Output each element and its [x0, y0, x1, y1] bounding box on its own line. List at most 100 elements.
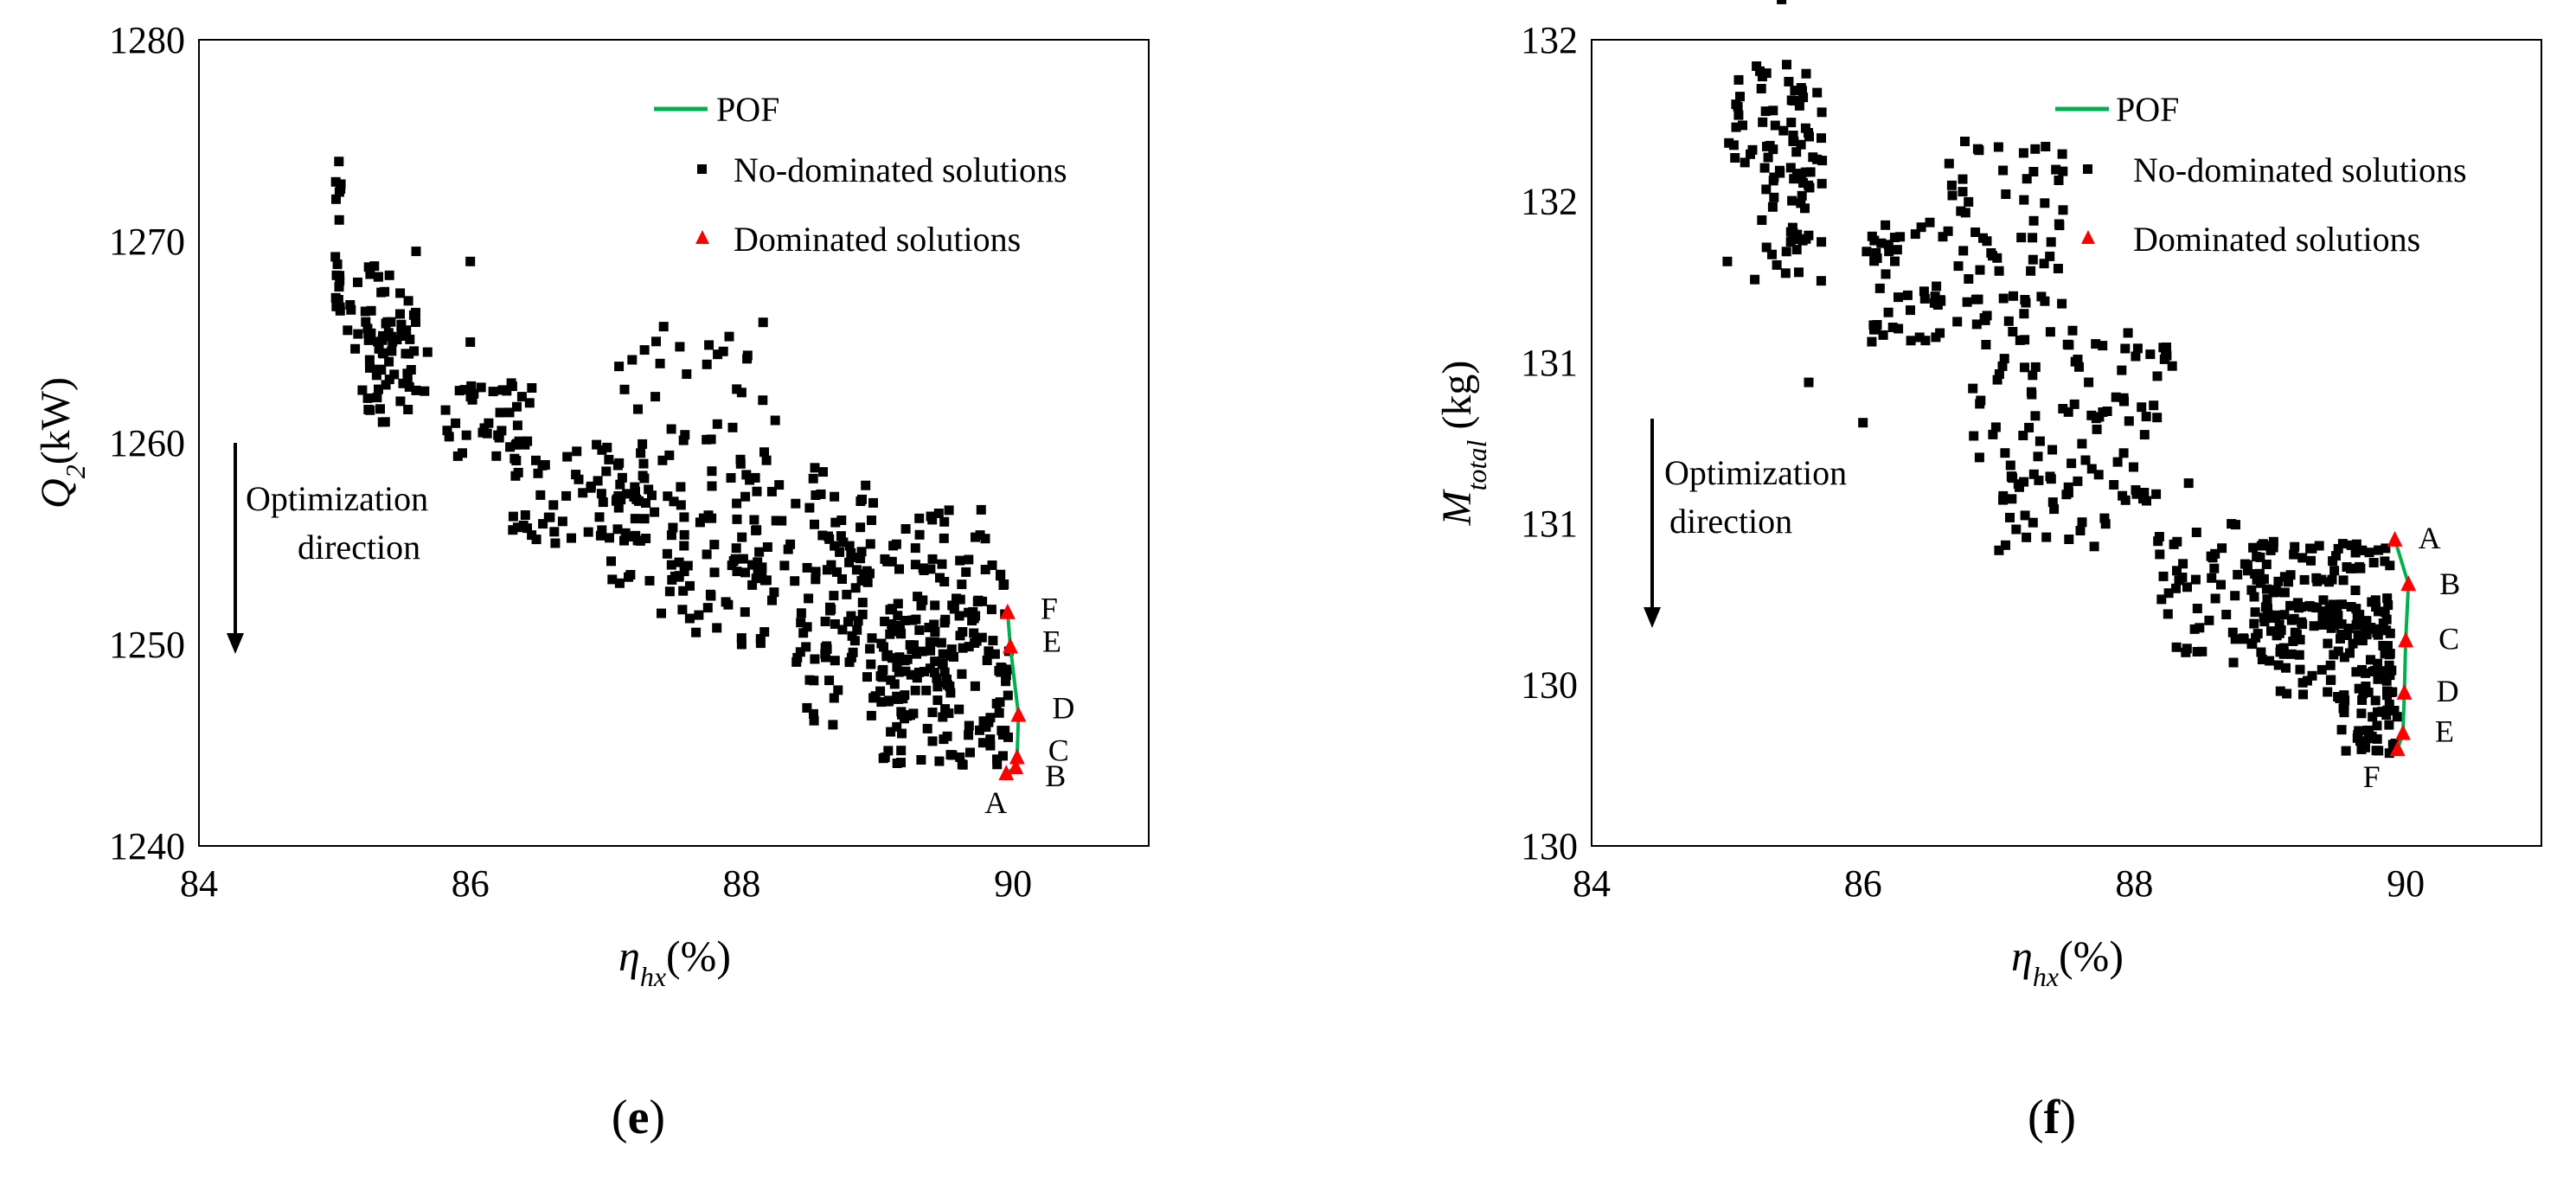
non-dominated-point — [2279, 610, 2290, 620]
non-dominated-point — [1894, 323, 1904, 334]
non-dominated-point — [817, 530, 828, 541]
non-dominated-point — [374, 343, 384, 354]
non-dominated-point — [1935, 328, 1945, 338]
non-dominated-point — [666, 424, 676, 434]
non-dominated-point — [907, 644, 917, 655]
non-dominated-point — [363, 329, 374, 338]
point-label-f: F — [1041, 592, 1058, 626]
non-dominated-point — [2086, 464, 2097, 474]
non-dominated-point — [2333, 646, 2343, 656]
non-dominated-point — [1786, 95, 1797, 106]
non-dominated-point — [2281, 663, 2291, 673]
non-dominated-point — [945, 682, 955, 691]
non-dominated-point — [613, 490, 624, 501]
non-dominated-point — [853, 616, 863, 626]
non-dominated-point — [1919, 286, 1929, 297]
non-dominated-point — [595, 530, 606, 541]
direction-arrow-head — [1644, 607, 1661, 628]
non-dominated-point — [2129, 462, 2138, 472]
non-dominated-point — [383, 328, 394, 338]
y-tick-label: 1250 — [109, 624, 185, 666]
non-dominated-point — [2158, 343, 2169, 353]
non-dominated-point — [336, 184, 346, 194]
non-dominated-point — [2089, 541, 2099, 552]
non-dominated-point — [992, 759, 1003, 770]
non-dominated-point — [2171, 642, 2182, 652]
non-dominated-point — [398, 378, 408, 388]
non-dominated-point — [334, 282, 344, 292]
non-dominated-point — [892, 721, 902, 732]
non-dominated-point — [2387, 665, 2397, 676]
non-dominated-point — [662, 548, 672, 559]
non-dominated-point — [828, 720, 838, 730]
non-dominated-point — [702, 603, 713, 613]
non-dominated-point — [1920, 336, 1931, 346]
dominated-point — [2389, 740, 2406, 757]
plot-area-frame — [1591, 39, 2542, 847]
non-dominated-point — [1790, 86, 1800, 96]
non-dominated-point — [363, 262, 374, 272]
non-dominated-point — [930, 627, 940, 637]
non-dominated-point — [2102, 407, 2112, 416]
non-dominated-point — [802, 702, 812, 713]
non-dominated-point — [1735, 92, 1745, 102]
non-dominated-point — [702, 359, 712, 369]
non-dominated-point — [2361, 630, 2372, 640]
non-dominated-point — [2063, 407, 2073, 417]
non-dominated-point — [578, 488, 588, 498]
non-dominated-point — [894, 620, 905, 631]
non-dominated-point — [2309, 621, 2319, 631]
non-dominated-point — [2028, 215, 2039, 226]
non-dominated-point — [893, 611, 903, 621]
non-dominated-point — [2295, 635, 2305, 645]
non-dominated-point — [1887, 323, 1898, 332]
non-dominated-point — [1794, 100, 1804, 111]
non-dominated-point — [917, 646, 927, 656]
non-dominated-point — [1788, 136, 1798, 146]
x-axis-label: ηhx(%) — [618, 932, 731, 992]
non-dominated-point — [550, 538, 561, 548]
direction-label-line2: direction — [298, 528, 420, 567]
non-dominated-point — [2009, 291, 2018, 301]
non-dominated-point — [601, 466, 612, 477]
non-dominated-point — [838, 537, 849, 548]
optimization-direction-annotation: Optimization direction — [1644, 419, 1847, 628]
non-dominated-point — [1781, 247, 1791, 257]
non-dominated-point — [2192, 647, 2202, 656]
non-dominated-point — [964, 730, 974, 740]
non-dominated-point — [958, 759, 968, 770]
non-dominated-point — [1958, 187, 1968, 197]
non-dominated-point — [855, 496, 866, 506]
non-dominated-point — [900, 616, 910, 625]
non-dominated-point — [2363, 688, 2374, 697]
non-dominated-point — [933, 509, 944, 518]
non-dominated-point — [543, 512, 554, 522]
non-dominated-point — [932, 682, 943, 692]
non-dominated-point — [706, 434, 716, 445]
non-dominated-point — [452, 451, 463, 461]
non-dominated-point — [1757, 72, 1767, 81]
non-dominated-point — [981, 722, 991, 733]
non-dominated-point — [1777, 0, 1787, 4]
non-dominated-point — [508, 525, 518, 535]
y-axis-label: Mtotal (kg) — [1434, 361, 1492, 527]
non-dominated-point — [2022, 532, 2032, 542]
non-dominated-point — [2156, 594, 2167, 605]
non-dominated-point — [2058, 166, 2068, 176]
non-dominated-point — [1792, 173, 1803, 183]
non-dominated-point — [1990, 422, 2001, 432]
non-dominated-point — [516, 392, 527, 402]
non-dominated-point — [466, 381, 477, 391]
dominated-point — [1008, 759, 1024, 775]
non-dominated-point — [897, 709, 907, 720]
non-dominated-point — [2361, 682, 2371, 691]
non-dominated-point — [1817, 107, 1827, 118]
non-dominated-point — [2058, 404, 2068, 413]
non-dominated-point — [2361, 668, 2371, 678]
non-dominated-point — [1812, 87, 1823, 98]
non-dominated-point — [2018, 148, 2028, 158]
non-dominated-point — [1867, 231, 1877, 241]
non-dominated-point — [2298, 689, 2308, 700]
non-dominated-point — [888, 604, 897, 614]
non-dominated-point — [1994, 266, 2004, 276]
